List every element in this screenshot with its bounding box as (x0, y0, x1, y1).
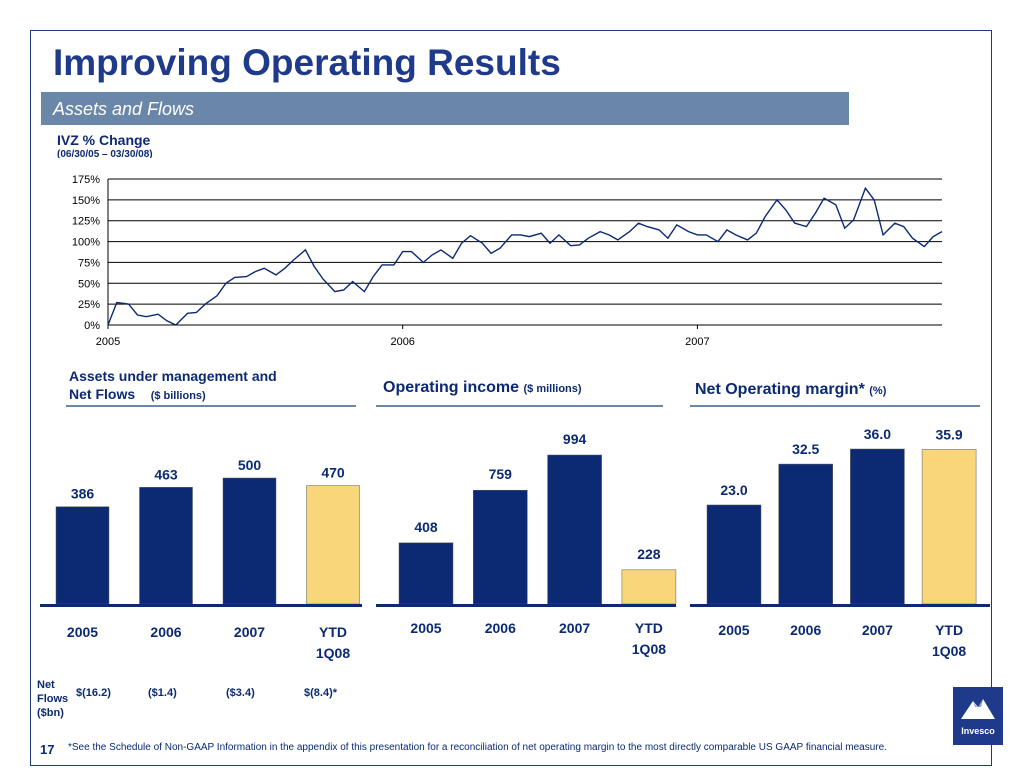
opinc-category-label: 2005 (410, 620, 441, 636)
aum-category-label: 2007 (234, 624, 265, 640)
opinc-chart-title: Operating income ($ millions) (383, 379, 582, 397)
aum-category-label: 2005 (67, 624, 98, 640)
margin-title: Net Operating margin* (695, 381, 865, 398)
opinc-category-label: 2006 (485, 620, 516, 636)
ivz-chart-subtitle: (06/30/05 – 03/30/08) (57, 149, 153, 158)
net-flows-label-line3: ($bn) (37, 707, 64, 719)
opinc-title-rule (376, 405, 663, 407)
x-tick-label: 2006 (390, 336, 414, 348)
margin-value-label: 36.0 (864, 426, 891, 442)
aum-baseline (40, 604, 362, 607)
invesco-logo: Invesco (953, 687, 1003, 745)
net-flow-2005: $(16.2) (76, 687, 111, 699)
margin-bar (778, 463, 833, 605)
aum-category-label: YTD (319, 624, 347, 640)
aum-value-label: 463 (154, 466, 178, 482)
aum-title-line1: Assets under management and (69, 368, 277, 384)
opinc-value-label: 759 (489, 466, 513, 482)
aum-bar (222, 477, 277, 605)
page-number: 17 (40, 742, 55, 757)
y-tick-label: 0% (84, 320, 100, 332)
net-flow-2006: ($1.4) (148, 687, 177, 699)
bar-charts: 386 2005 463 2006 500 2007 470 YTD 1Q08 408 2005 75… (40, 426, 990, 661)
section-band: Assets and Flows (41, 92, 849, 125)
opinc-unit: ($ millions) (523, 383, 582, 395)
aum-category-label: 2006 (150, 624, 181, 640)
aum-value-label: 386 (71, 486, 95, 502)
aum-value-label: 470 (321, 465, 345, 481)
margin-category-label: 2006 (790, 622, 821, 638)
opinc-bar (473, 489, 528, 605)
y-tick-label: 150% (72, 195, 100, 207)
opinc-category-label: YTD (635, 620, 663, 636)
margin-bar (706, 504, 762, 605)
aum-title-rule (66, 405, 356, 407)
aum-unit: ($ billions) (150, 390, 206, 402)
margin-category-label: 1Q08 (932, 643, 966, 659)
aum-chart-title: Assets under management and Net Flows ($… (69, 367, 277, 405)
aum-category-label: 1Q08 (316, 645, 350, 661)
opinc-bar (621, 569, 677, 605)
margin-value-label: 35.9 (935, 426, 962, 442)
slide-frame (30, 30, 992, 766)
aum-bar (55, 506, 110, 605)
ivz-series-line (107, 186, 943, 326)
ivz-chart-title: IVZ % Change (57, 132, 151, 148)
net-flow-ytd: $(8.4)* (304, 687, 338, 699)
y-tick-label: 100% (72, 237, 100, 249)
net-flows-label-line2: Flows (37, 693, 69, 705)
aum-bar (139, 487, 193, 605)
y-tick-label: 175% (72, 174, 100, 186)
page-title: Improving Operating Results (53, 42, 561, 83)
x-tick-label: 2005 (96, 336, 120, 348)
opinc-baseline (376, 604, 676, 607)
invesco-mountain-icon (961, 699, 995, 719)
margin-bar (850, 448, 905, 605)
margin-category-label: 2007 (862, 622, 893, 638)
ivz-line-chart: 0% 25% 50% 75% 100% 125% 150% 175% 2005 2006 2007 (72, 174, 943, 348)
section-band-label: Assets and Flows (53, 99, 195, 119)
opinc-bar (398, 542, 454, 605)
y-tick-label: 75% (78, 257, 100, 269)
y-tick-label: 125% (72, 216, 100, 228)
margin-category-label: 2005 (718, 622, 749, 638)
opinc-title: Operating income (383, 379, 520, 396)
opinc-bar (547, 454, 602, 605)
aum-value-label: 500 (238, 457, 262, 473)
opinc-category-label: 2007 (559, 620, 590, 636)
y-tick-label: 50% (78, 278, 100, 290)
y-tick-label: 25% (78, 299, 100, 311)
aum-title-line2: Net Flows (69, 386, 136, 402)
opinc-value-label: 228 (637, 546, 661, 562)
margin-baseline (690, 604, 990, 607)
margin-value-label: 32.5 (792, 441, 819, 457)
net-flows-label-line1: Net (37, 679, 55, 691)
x-tick-label: 2007 (685, 336, 709, 348)
logo-text: Invesco (961, 726, 995, 736)
opinc-value-label: 408 (414, 519, 438, 535)
margin-category-label: YTD (935, 622, 963, 638)
net-flows-label: Net Flows ($bn) (37, 678, 68, 720)
footnote: *See the Schedule of Non-GAAP Informatio… (68, 742, 887, 753)
margin-value-label: 23.0 (720, 482, 747, 498)
aum-bar (306, 485, 360, 605)
opinc-category-label: 1Q08 (632, 641, 666, 657)
net-flow-2007: ($3.4) (226, 687, 255, 699)
margin-title-rule (690, 405, 980, 407)
margin-bar (921, 449, 977, 605)
margin-unit: (%) (869, 385, 887, 397)
margin-chart-title: Net Operating margin* (%) (695, 381, 886, 399)
opinc-value-label: 994 (563, 431, 587, 447)
